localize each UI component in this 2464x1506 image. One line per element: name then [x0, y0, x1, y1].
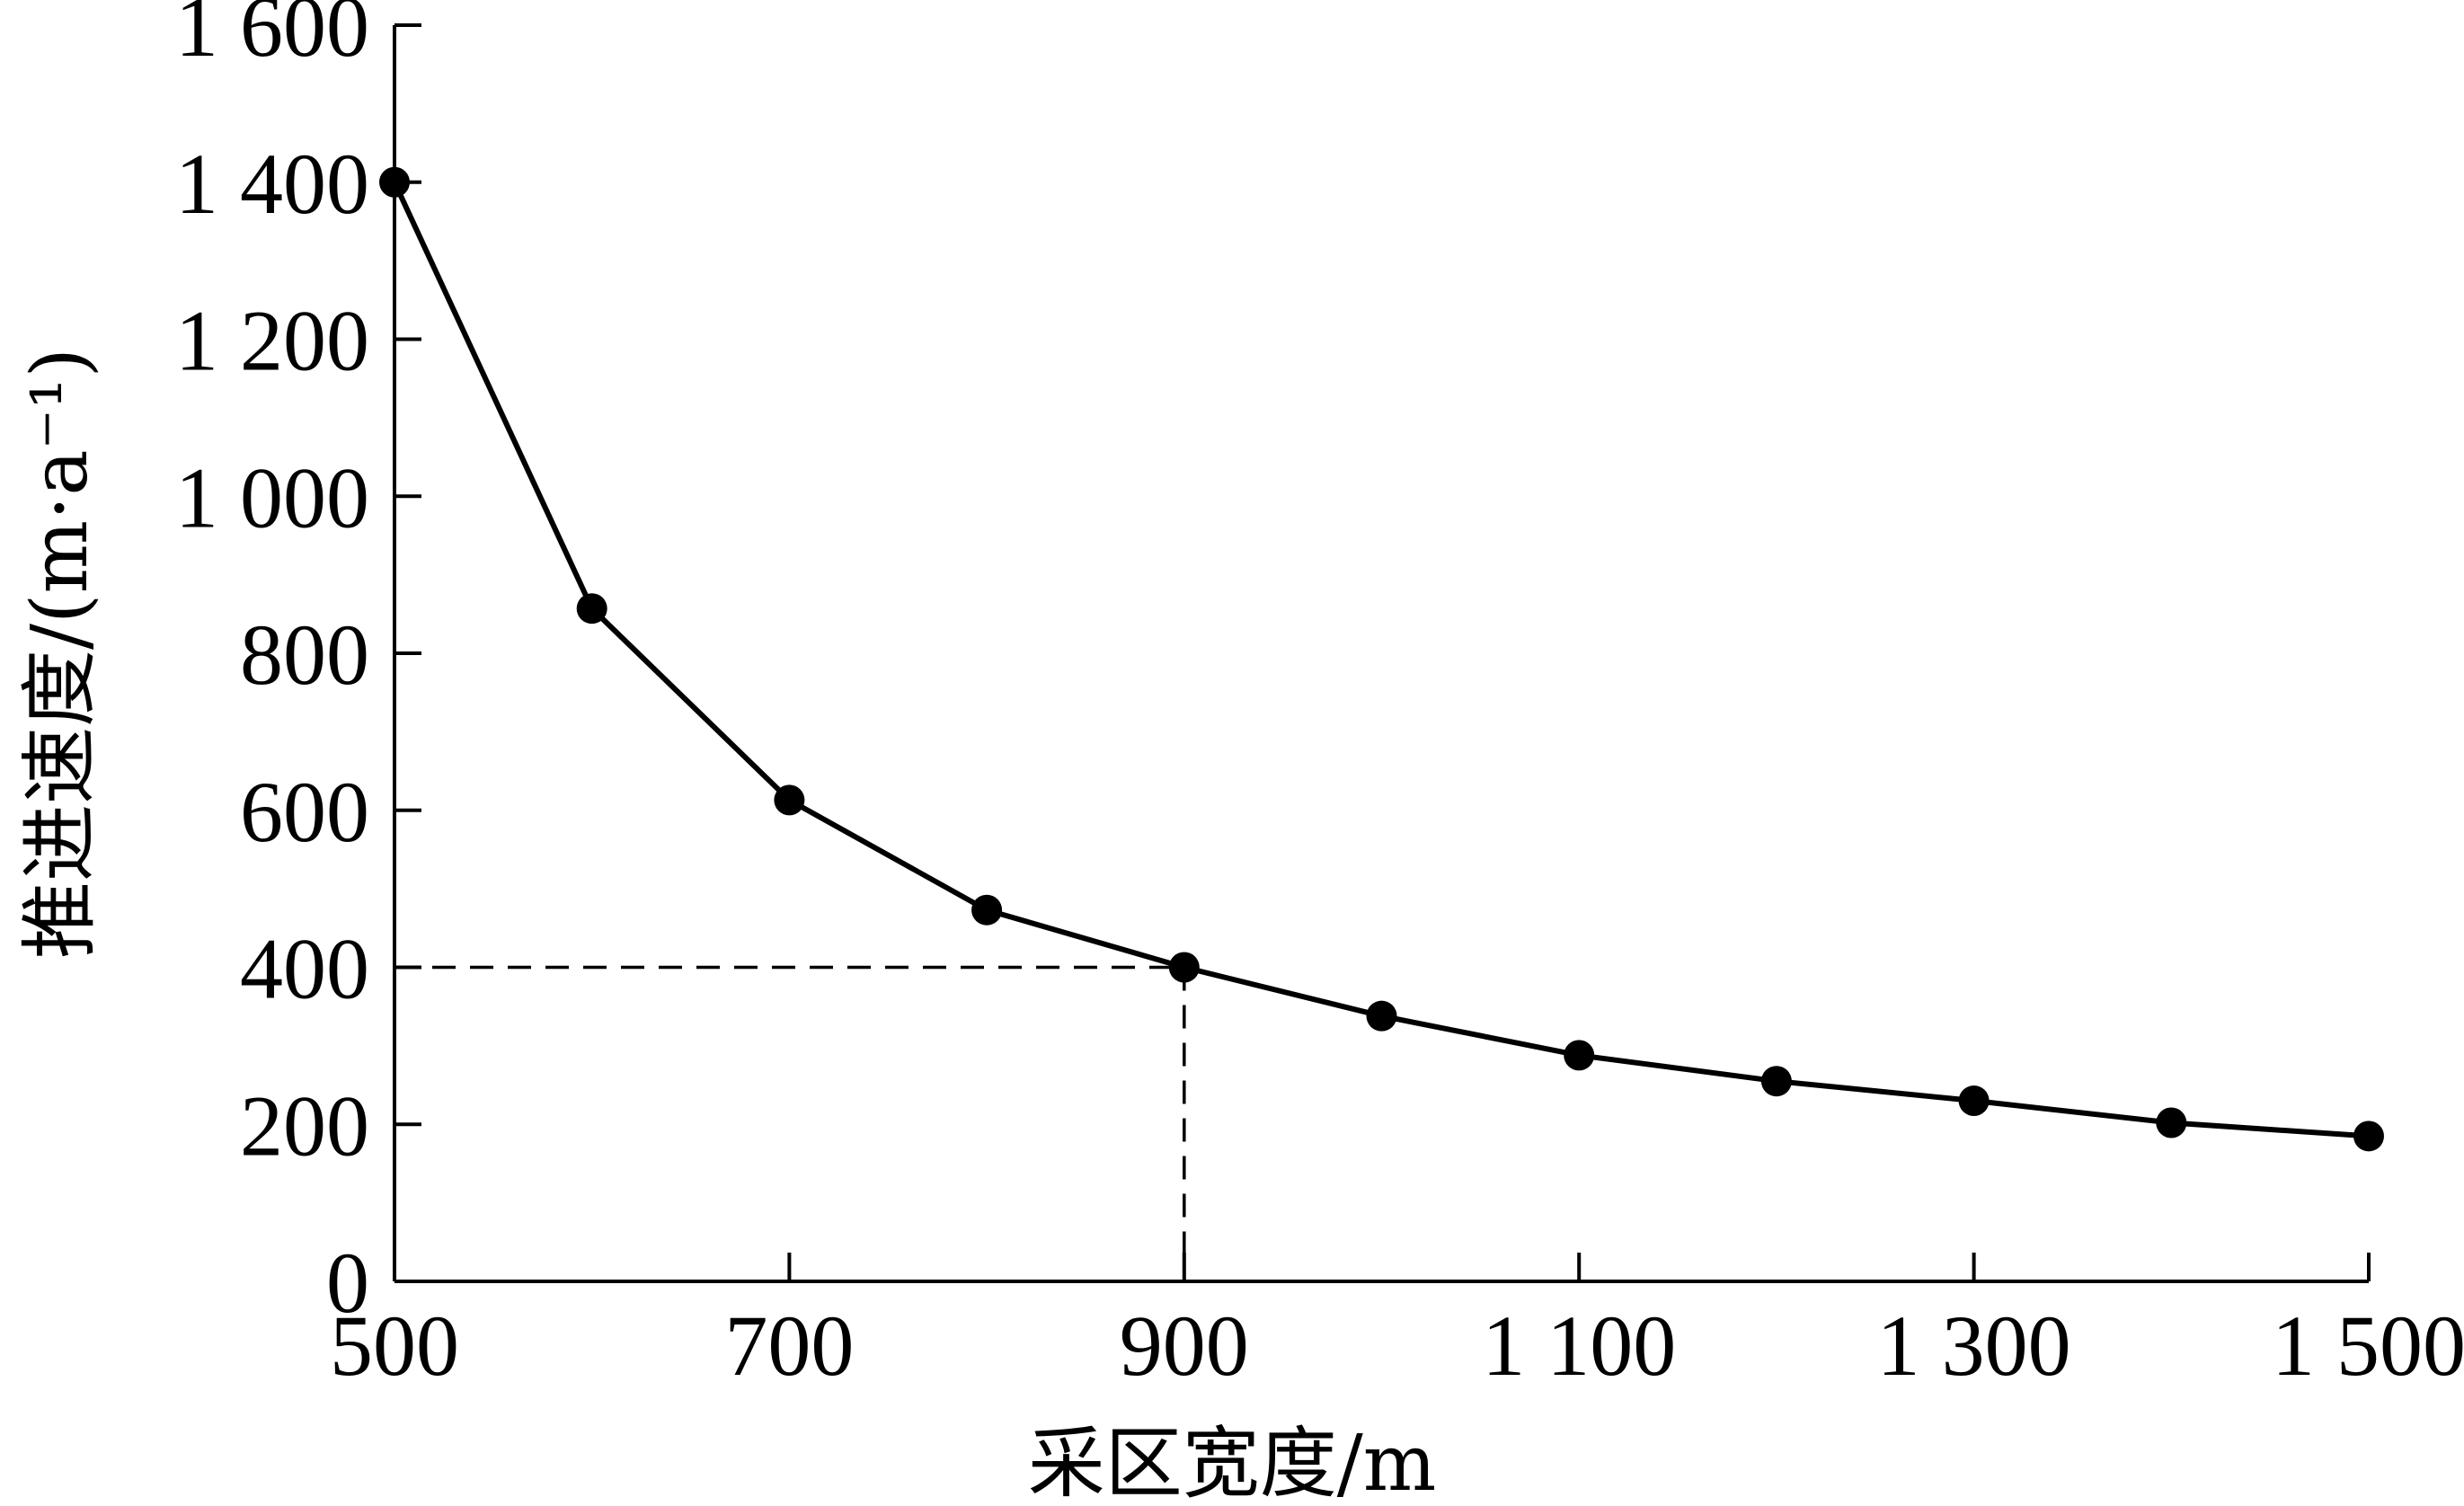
reference-lines [394, 965, 1186, 1281]
y-tick-label: 1 000 [175, 449, 369, 545]
x-tick-label: 700 [724, 1298, 854, 1394]
x-tick-label: 1 500 [2272, 1298, 2464, 1394]
data-point [1760, 1066, 1792, 1097]
y-tick-label: 800 [240, 607, 369, 703]
data-point [379, 166, 410, 198]
axes [393, 25, 2369, 1283]
y-tick-label: 0 [326, 1235, 369, 1331]
series [379, 166, 2384, 1152]
x-tick-label: 1 100 [1482, 1298, 1676, 1394]
x-axis-ticks: 500 700 900 1 100 1 300 1 500 [330, 1253, 2464, 1394]
y-tick-label: 1 600 [175, 0, 369, 75]
y-axis-ticks: 0 200 400 600 800 1 000 1 200 1 400 1 600 [175, 0, 421, 1331]
x-tick-label: 500 [330, 1298, 459, 1394]
data-point [2156, 1107, 2187, 1138]
data-point [774, 784, 805, 816]
data-point [1564, 1040, 1595, 1071]
x-tick-label: 1 300 [1877, 1298, 2071, 1394]
y-tick-label: 200 [240, 1077, 369, 1174]
y-axis-title: 推进速度/(m·a⁻¹) [15, 348, 105, 959]
x-axis-title: 采区宽度/m [1028, 1419, 1437, 1506]
y-tick-label: 1 200 [175, 293, 369, 389]
y-tick-label: 600 [240, 764, 369, 860]
data-point [1366, 1000, 1397, 1032]
data-point [971, 894, 1003, 926]
data-point [1958, 1085, 1990, 1117]
data-point [1168, 952, 1200, 983]
y-tick-label: 1 400 [175, 136, 369, 232]
y-tick-label: 400 [240, 921, 369, 1017]
x-tick-label: 900 [1120, 1298, 1249, 1394]
series-line [392, 181, 2370, 1139]
data-point [576, 593, 607, 625]
data-point [2353, 1121, 2384, 1152]
